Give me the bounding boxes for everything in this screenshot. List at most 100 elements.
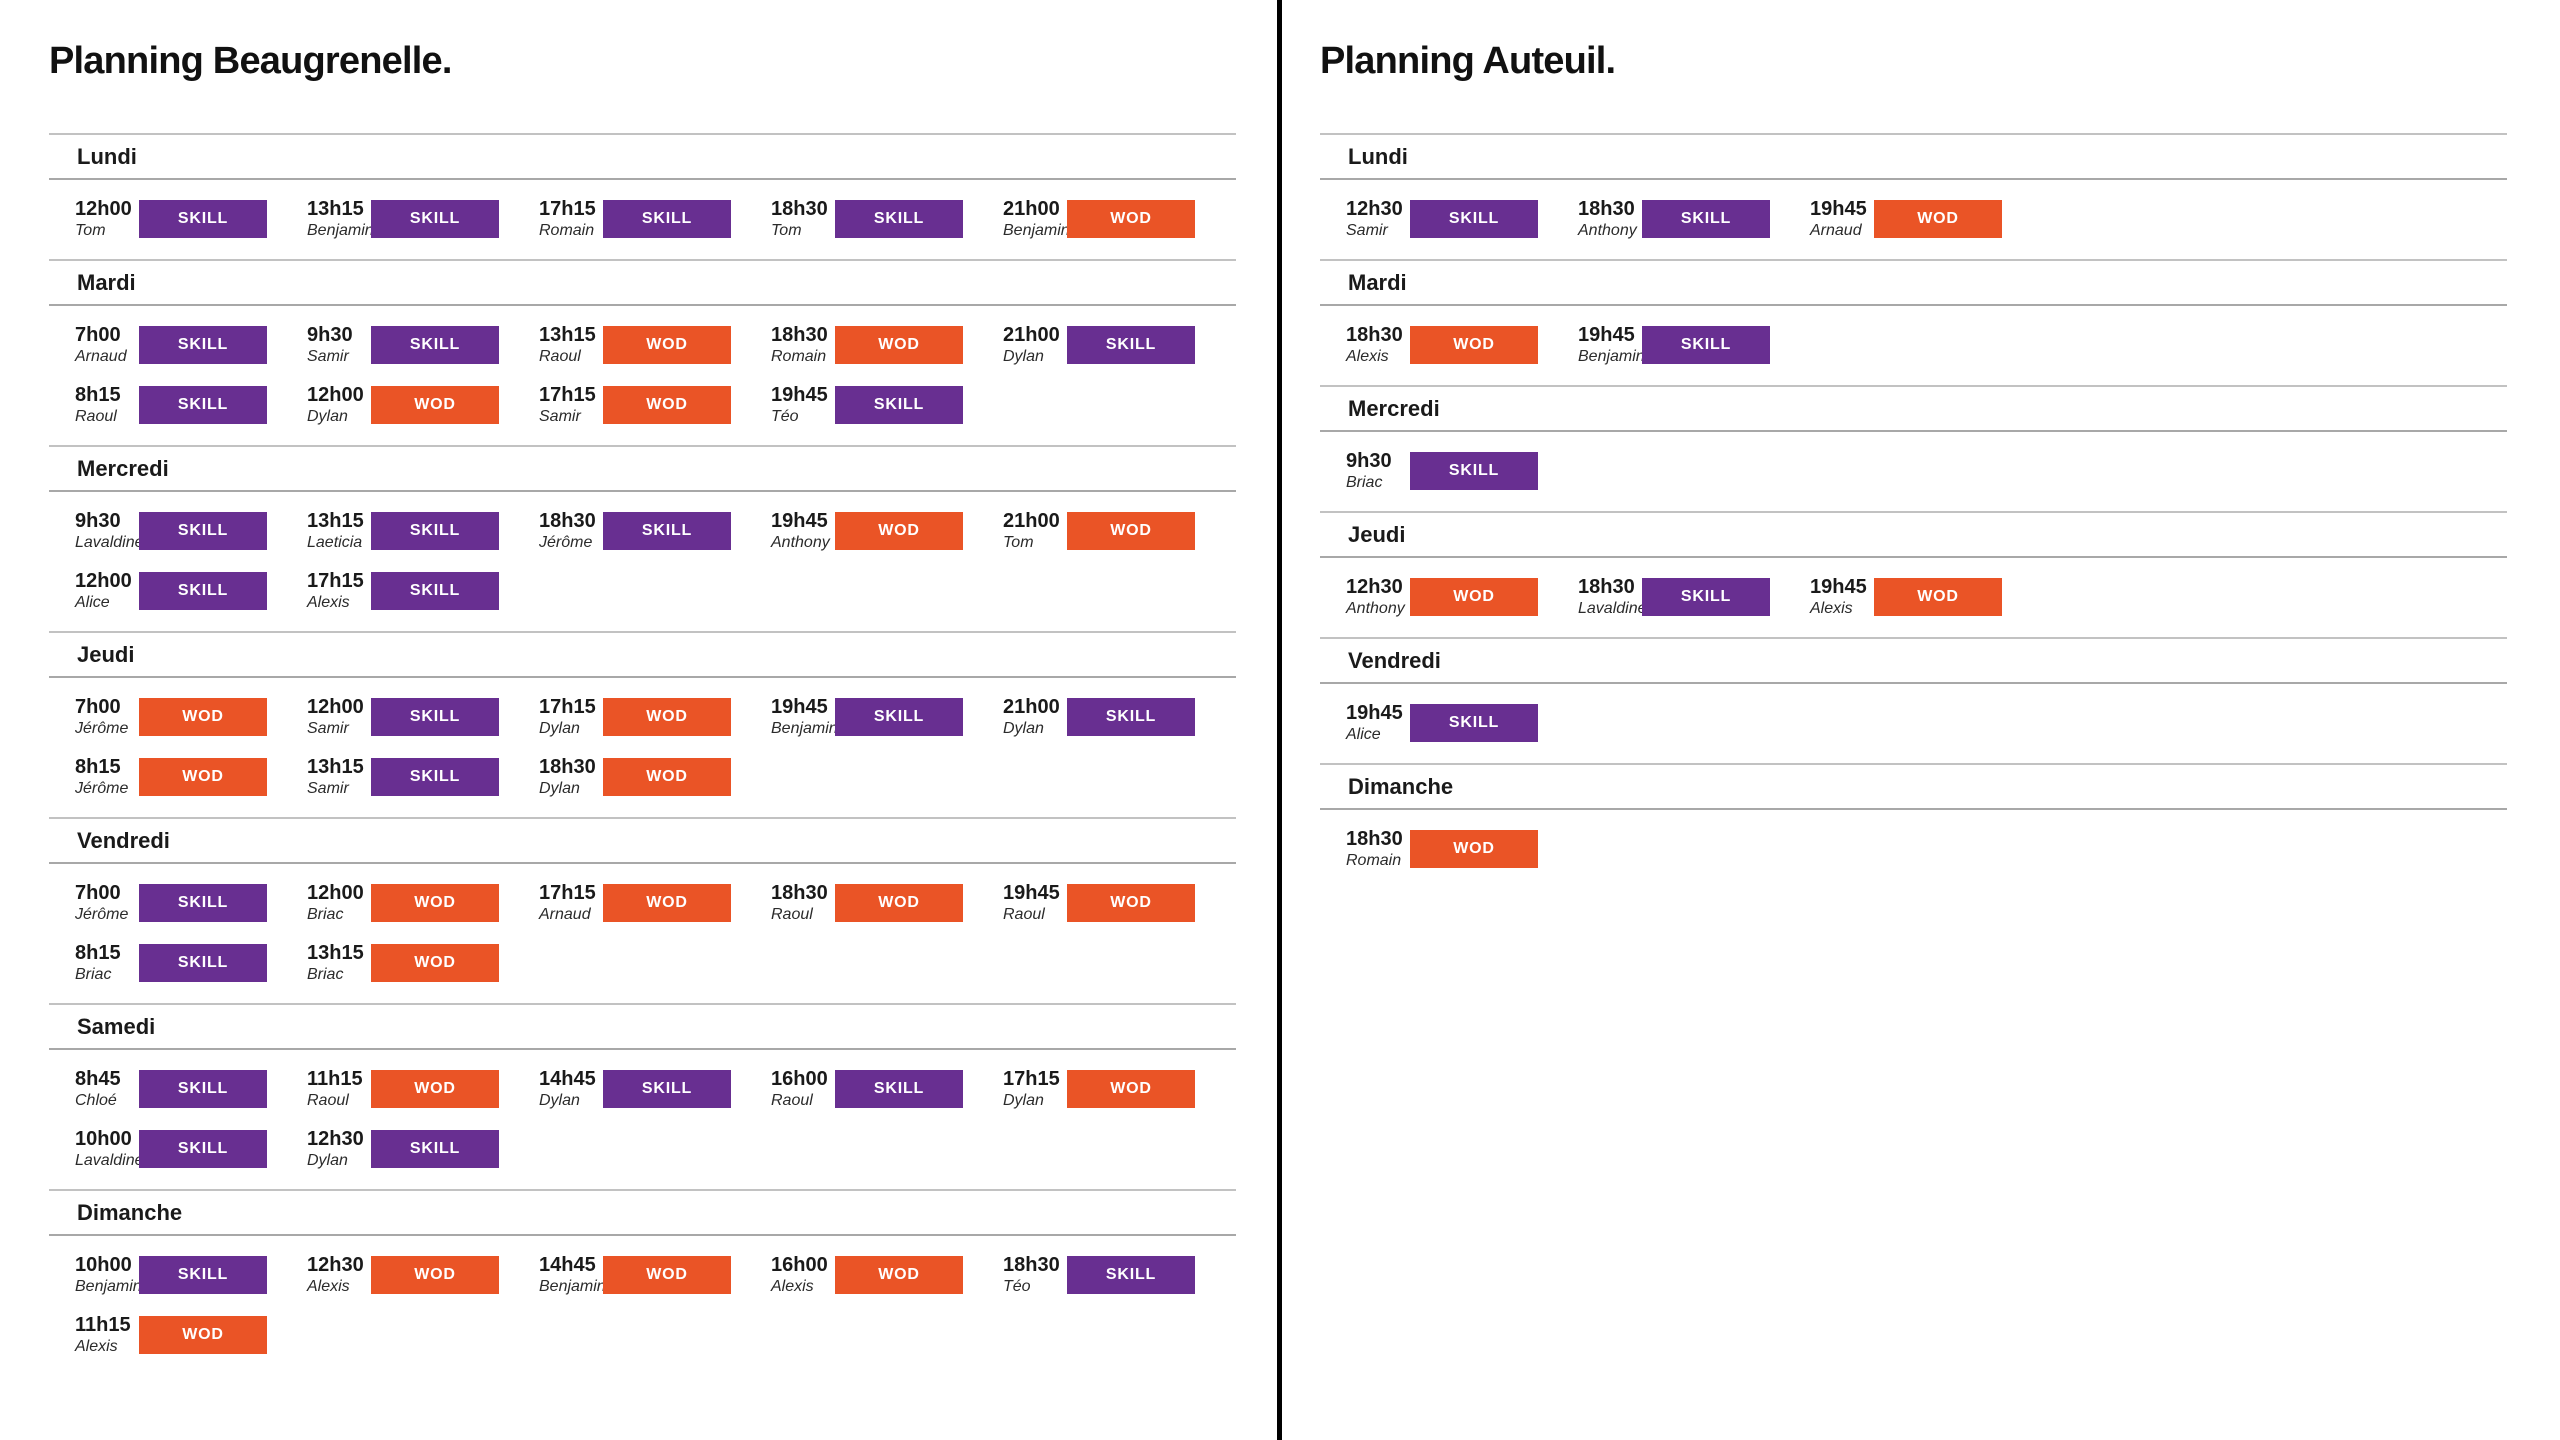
wod-badge[interactable]: WOD: [1067, 883, 1195, 922]
schedule-slot: 13h15 Briac WOD: [307, 939, 539, 986]
wod-badge[interactable]: WOD: [1410, 829, 1538, 868]
slot-info: 18h30 Romain: [771, 323, 835, 367]
wod-badge[interactable]: WOD: [139, 757, 267, 796]
schedule-slot: 8h45 Chloé SKILL: [75, 1065, 307, 1112]
slot-info: 19h45 Benjamin: [1578, 323, 1645, 367]
wod-badge[interactable]: WOD: [371, 1255, 499, 1294]
panel-planning-beaugrenelle-: Planning Beaugrenelle. Lundi 12h00 Tom SKILL…: [49, 0, 1236, 1375]
skill-badge[interactable]: SKILL: [835, 1069, 963, 1108]
skill-badge[interactable]: SKILL: [371, 511, 499, 550]
schedule-slot: 17h15 Alexis SKILL: [307, 567, 539, 614]
day-name: Lundi: [1320, 135, 2507, 180]
skill-badge[interactable]: SKILL: [139, 325, 267, 364]
skill-badge[interactable]: SKILL: [139, 1129, 267, 1168]
coach-name: Lavaldine: [75, 533, 144, 551]
wod-badge[interactable]: WOD: [371, 385, 499, 424]
day-rows: 7h00 Arnaud SKILL 9h30 Samir SKILL 13h15 Raoul W…: [49, 306, 1236, 445]
schedule-row: 10h00 Benjamin SKILL 12h30 Alexis WOD 14h45 Ben…: [75, 1251, 1236, 1298]
skill-badge[interactable]: SKILL: [139, 943, 267, 982]
skill-badge[interactable]: SKILL: [603, 1069, 731, 1108]
day-sections: Lundi 12h30 Samir SKILL 18h30 Anthony SKILL 19h…: [1320, 133, 2507, 889]
slot-info: 11h15 Alexis: [75, 1313, 139, 1357]
skill-badge[interactable]: SKILL: [371, 325, 499, 364]
skill-badge[interactable]: SKILL: [139, 883, 267, 922]
wod-badge[interactable]: WOD: [835, 325, 963, 364]
skill-badge[interactable]: SKILL: [371, 199, 499, 238]
slot-info: 19h45 Alice: [1346, 701, 1410, 745]
panel-title: Planning Auteuil.: [1320, 40, 1616, 82]
schedule-row: 7h00 Arnaud SKILL 9h30 Samir SKILL 13h15 Raoul W…: [75, 321, 1236, 368]
slot-time: 19h45: [1003, 881, 1060, 904]
skill-badge[interactable]: SKILL: [1067, 697, 1195, 736]
coach-name: Arnaud: [539, 905, 591, 923]
schedule-slot: 7h00 Jérôme WOD: [75, 693, 307, 740]
wod-badge[interactable]: WOD: [603, 325, 731, 364]
slot-info: 21h00 Dylan: [1003, 323, 1067, 367]
skill-badge[interactable]: SKILL: [139, 1069, 267, 1108]
wod-badge[interactable]: WOD: [835, 1255, 963, 1294]
skill-badge[interactable]: SKILL: [139, 199, 267, 238]
wod-badge[interactable]: WOD: [139, 1315, 267, 1354]
coach-name: Alexis: [1346, 347, 1389, 365]
coach-name: Arnaud: [75, 347, 127, 365]
slot-info: 16h00 Raoul: [771, 1067, 835, 1111]
day-section-jeudi: Jeudi 7h00 Jérôme WOD 12h00 Samir SKILL 17h15 Dy…: [49, 631, 1236, 817]
day-name: Jeudi: [49, 633, 1236, 678]
wod-badge[interactable]: WOD: [1067, 1069, 1195, 1108]
skill-badge[interactable]: SKILL: [603, 199, 731, 238]
wod-badge[interactable]: WOD: [1410, 325, 1538, 364]
slot-time: 9h30: [1346, 449, 1392, 472]
skill-badge[interactable]: SKILL: [371, 571, 499, 610]
skill-badge[interactable]: SKILL: [371, 757, 499, 796]
skill-badge[interactable]: SKILL: [139, 385, 267, 424]
coach-name: Raoul: [539, 347, 581, 365]
wod-badge[interactable]: WOD: [1067, 511, 1195, 550]
skill-badge[interactable]: SKILL: [1642, 199, 1770, 238]
skill-badge[interactable]: SKILL: [835, 199, 963, 238]
skill-badge[interactable]: SKILL: [603, 511, 731, 550]
wod-badge[interactable]: WOD: [371, 883, 499, 922]
wod-badge[interactable]: WOD: [1874, 199, 2002, 238]
schedule-slot: 11h15 Alexis WOD: [75, 1311, 307, 1358]
wod-badge[interactable]: WOD: [1067, 199, 1195, 238]
wod-badge[interactable]: WOD: [1410, 577, 1538, 616]
slot-info: 17h15 Dylan: [1003, 1067, 1067, 1111]
wod-badge[interactable]: WOD: [603, 883, 731, 922]
skill-badge[interactable]: SKILL: [1067, 1255, 1195, 1294]
wod-badge[interactable]: WOD: [835, 511, 963, 550]
day-name: Mardi: [49, 261, 1236, 306]
skill-badge[interactable]: SKILL: [139, 511, 267, 550]
slot-info: 13h15 Raoul: [539, 323, 603, 367]
coach-name: Téo: [771, 407, 799, 425]
skill-badge[interactable]: SKILL: [1642, 325, 1770, 364]
wod-badge[interactable]: WOD: [603, 697, 731, 736]
wod-badge[interactable]: WOD: [139, 697, 267, 736]
slot-info: 17h15 Samir: [539, 383, 603, 427]
coach-name: Anthony: [771, 533, 830, 551]
skill-badge[interactable]: SKILL: [1067, 325, 1195, 364]
coach-name: Briac: [307, 965, 344, 983]
skill-badge[interactable]: SKILL: [1410, 451, 1538, 490]
wod-badge[interactable]: WOD: [835, 883, 963, 922]
wod-badge[interactable]: WOD: [371, 1069, 499, 1108]
day-rows: 18h30 Alexis WOD 19h45 Benjamin SKILL: [1320, 306, 2507, 385]
wod-badge[interactable]: WOD: [1874, 577, 2002, 616]
slot-info: 16h00 Alexis: [771, 1253, 835, 1297]
wod-badge[interactable]: WOD: [603, 385, 731, 424]
skill-badge[interactable]: SKILL: [139, 1255, 267, 1294]
slot-time: 9h30: [75, 509, 121, 532]
skill-badge[interactable]: SKILL: [1410, 199, 1538, 238]
skill-badge[interactable]: SKILL: [835, 697, 963, 736]
skill-badge[interactable]: SKILL: [371, 1129, 499, 1168]
wod-badge[interactable]: WOD: [371, 943, 499, 982]
skill-badge[interactable]: SKILL: [371, 697, 499, 736]
wod-badge[interactable]: WOD: [603, 757, 731, 796]
wod-badge[interactable]: WOD: [603, 1255, 731, 1294]
skill-badge[interactable]: SKILL: [1410, 703, 1538, 742]
skill-badge[interactable]: SKILL: [139, 571, 267, 610]
coach-name: Anthony: [1346, 599, 1405, 617]
skill-badge[interactable]: SKILL: [835, 385, 963, 424]
schedule-row: 12h30 Anthony WOD 18h30 Lavaldine SKILL 19h45 A…: [1346, 573, 2507, 620]
skill-badge[interactable]: SKILL: [1642, 577, 1770, 616]
slot-info: 13h15 Benjamin: [307, 197, 374, 241]
